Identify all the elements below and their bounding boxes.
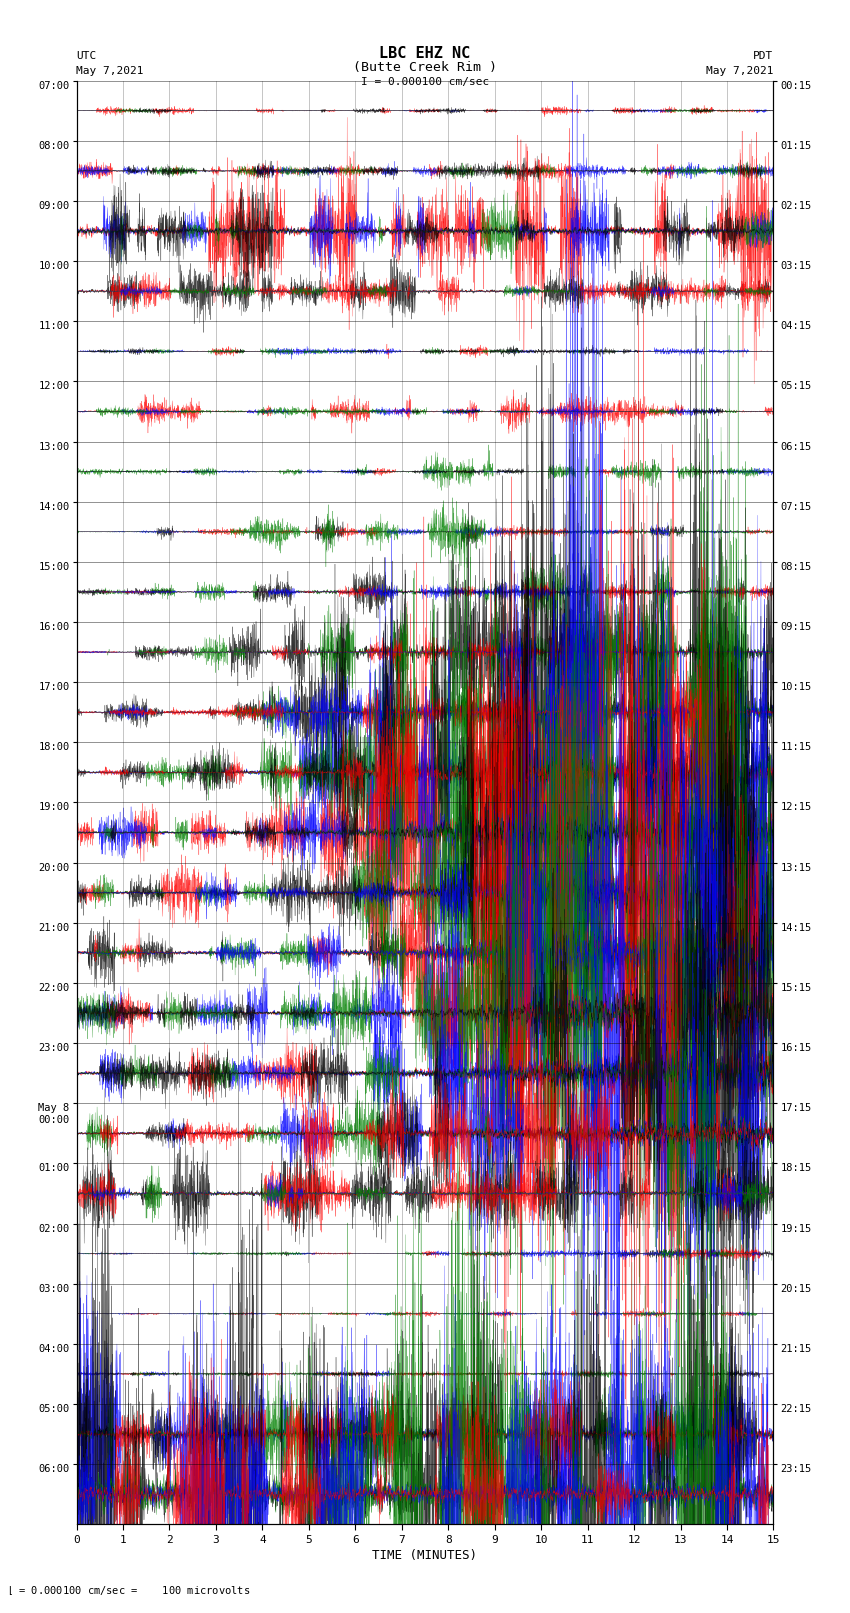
Text: May 7,2021: May 7,2021 — [706, 66, 774, 76]
Text: May 7,2021: May 7,2021 — [76, 66, 144, 76]
Text: $\lfloor$ = 0.000100 cm/sec =    100 microvolts: $\lfloor$ = 0.000100 cm/sec = 100 microv… — [8, 1584, 251, 1597]
Text: UTC: UTC — [76, 52, 97, 61]
Text: LBC EHZ NC: LBC EHZ NC — [379, 47, 471, 61]
Text: PDT: PDT — [753, 52, 774, 61]
Text: (Butte Creek Rim ): (Butte Creek Rim ) — [353, 61, 497, 74]
X-axis label: TIME (MINUTES): TIME (MINUTES) — [372, 1548, 478, 1561]
Text: I = 0.000100 cm/sec: I = 0.000100 cm/sec — [361, 77, 489, 87]
